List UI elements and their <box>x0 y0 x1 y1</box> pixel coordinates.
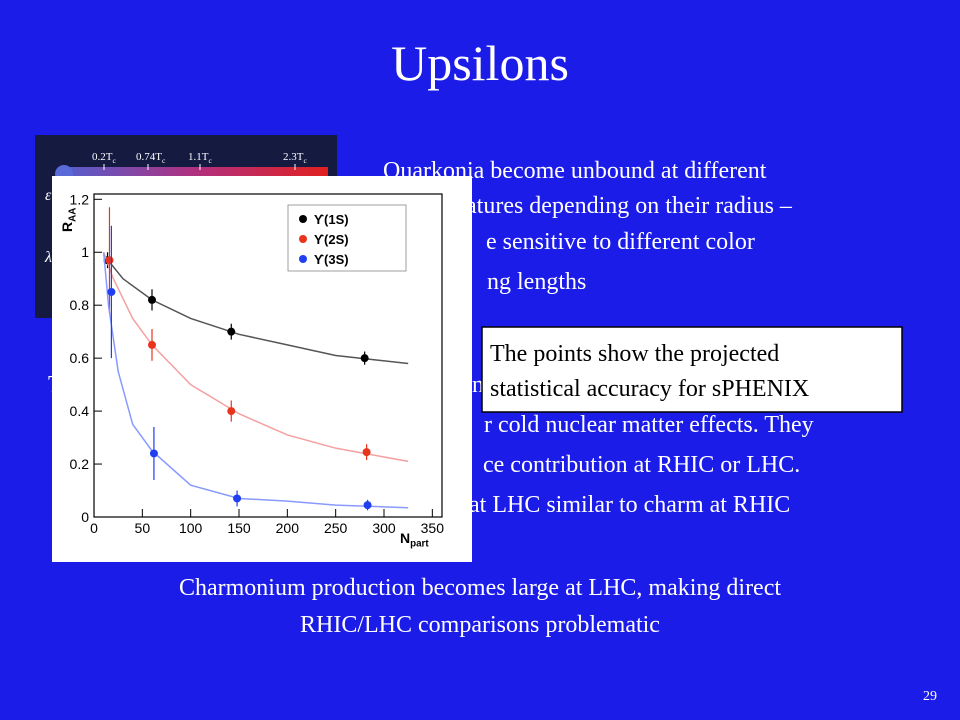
inset-label-sub: c <box>303 156 307 165</box>
x-tick-label: 300 <box>372 520 396 536</box>
data-point <box>360 354 369 363</box>
inset-side-label: λ <box>44 249 52 266</box>
x-axis-label: Npart <box>400 530 429 550</box>
data-point <box>105 256 114 265</box>
model-curve <box>102 252 409 509</box>
body-text: n <box>472 372 484 398</box>
inset-label-sub: c <box>162 156 166 165</box>
plot-frame <box>93 193 443 518</box>
body-text: e sensitive to different color <box>486 229 755 255</box>
x-axis-label-sub: part <box>410 539 429 550</box>
chart: 0 50 100 150 200 250 300 35000.20.40.60.811.2RA… <box>52 176 472 562</box>
x-axis-label-main: N <box>400 530 410 546</box>
y-axis-label-sub: AA <box>68 208 79 222</box>
data-point <box>148 295 156 304</box>
inset-label: 1.1Tc <box>188 151 212 165</box>
inset-label: 0.2Tc <box>92 151 116 165</box>
legend-marker <box>299 255 307 263</box>
y-tick-label: 0.2 <box>70 456 90 472</box>
legend-marker <box>299 215 307 223</box>
bottom-text: RHIC/LHC comparisons problematic <box>300 612 660 638</box>
data-point <box>227 407 236 416</box>
data-point <box>233 494 242 503</box>
body-text: r cold nuclear matter effects. They <box>484 412 814 438</box>
inset-label: 0.74Tc <box>136 151 166 165</box>
body-text: ce contribution at RHIC or LHC. <box>483 452 800 478</box>
y-axis-label-main: R <box>59 222 75 232</box>
inset-side-label: ε <box>45 187 52 204</box>
x-tick-label: 200 <box>276 520 300 536</box>
y-tick-label: 1.2 <box>70 191 90 207</box>
inset-label-main: 2.3T <box>283 151 304 163</box>
data-point <box>362 448 371 457</box>
chart-bg <box>52 176 472 562</box>
data-point <box>107 287 116 296</box>
data-point <box>149 449 158 458</box>
inset-label-main: 0.74T <box>136 151 162 163</box>
x-tick-label: 250 <box>324 520 348 536</box>
y-tick-label: 0.6 <box>70 350 90 366</box>
body-text: atures depending on their radius – <box>466 193 793 219</box>
body-text: ng lengths <box>487 269 586 295</box>
legend-label: ϒ(3S) <box>314 252 349 267</box>
callout-box <box>481 326 903 413</box>
legend-marker <box>299 235 307 243</box>
bottom-text: Charmonium production becomes large at L… <box>179 575 781 601</box>
x-tick-label: 350 <box>421 520 445 536</box>
legend-label: ϒ(2S) <box>314 232 349 247</box>
callout-text: statistical accuracy for sPHENIX <box>490 376 809 402</box>
y-tick-label: 0.4 <box>70 403 90 419</box>
inset-label-main: 1.1T <box>188 151 209 163</box>
body-text: at LHC similar to charm at RHIC <box>469 492 790 518</box>
slide-title: Upsilons <box>391 35 569 91</box>
x-tick-label: 150 <box>227 520 251 536</box>
y-axis-label: RAA <box>59 208 79 232</box>
x-tick-label: 100 <box>179 520 203 536</box>
legend-label: ϒ(1S) <box>314 212 349 227</box>
inset-label-sub: c <box>208 156 212 165</box>
inset-label: 2.3Tc <box>283 151 307 165</box>
y-tick-label: 1 <box>81 244 89 260</box>
y-tick-label: 0 <box>81 509 89 525</box>
data-point <box>227 327 236 336</box>
callout-text: The points show the projected <box>490 341 779 367</box>
model-curve <box>102 251 409 463</box>
x-tick-label: 0 <box>90 520 98 536</box>
inset-label-main: 0.2T <box>92 151 113 163</box>
legend-box <box>287 204 407 272</box>
page-number: 29 <box>923 689 937 704</box>
inset-label-sub: c <box>112 156 116 165</box>
data-point <box>363 501 372 510</box>
y-tick-label: 0.8 <box>70 297 90 313</box>
x-tick-label: 50 <box>135 520 151 536</box>
model-curve <box>103 254 409 365</box>
data-point <box>148 340 156 349</box>
